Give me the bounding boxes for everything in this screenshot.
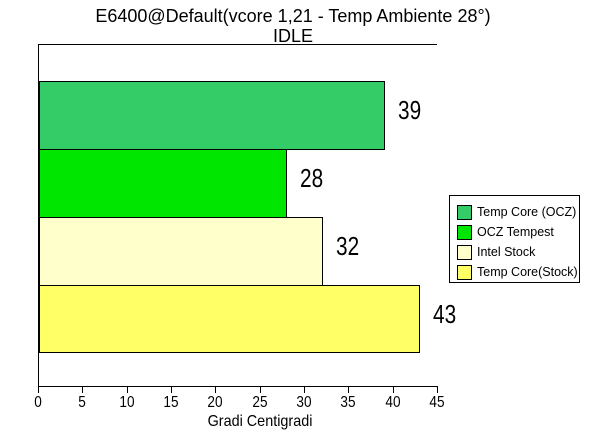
value-label-temp-core-ocz: 39 <box>398 95 422 125</box>
legend-label-intel-stock: Intel Stock <box>477 245 536 259</box>
value-label-ocz-tempest: 28 <box>300 163 324 193</box>
legend-swatch-intel-stock <box>457 244 472 260</box>
x-axis-tick <box>38 387 39 393</box>
bar-ocz-tempest <box>39 149 287 218</box>
legend-label-ocz-tempest: OCZ Tempest <box>477 225 554 239</box>
x-axis-tick <box>304 387 305 393</box>
x-axis-tick-label: 0 <box>34 394 42 411</box>
bar-temp-core-stock <box>39 285 420 353</box>
x-axis-tick <box>348 387 349 393</box>
x-axis-tick-label: 30 <box>296 394 312 411</box>
legend-entry-temp-core-stock: Temp Core(Stock) <box>450 262 579 282</box>
y-axis-line <box>38 44 39 386</box>
x-axis-tick <box>437 387 438 393</box>
x-axis-tick-label: 10 <box>119 394 135 411</box>
x-axis-tick-label: 35 <box>340 394 356 411</box>
bar-temp-core-ocz <box>39 81 385 150</box>
legend-entry-intel-stock: Intel Stock <box>450 242 579 262</box>
x-axis-tick-label: 15 <box>163 394 179 411</box>
value-label-intel-stock: 32 <box>336 231 360 261</box>
value-label-temp-core-stock: 43 <box>433 299 457 329</box>
chart-subtitle: IDLE <box>272 26 314 46</box>
x-axis-tick <box>260 387 261 393</box>
x-axis-tick <box>215 387 216 393</box>
plot-area-top-border <box>38 44 437 45</box>
legend: Temp Core (OCZ) OCZ Tempest Intel Stock Tem… <box>449 195 580 283</box>
x-axis-tick-label: 25 <box>252 394 268 411</box>
legend-entry-temp-core-ocz: Temp Core (OCZ) <box>450 202 579 222</box>
x-axis-tick-label: 5 <box>78 394 86 411</box>
legend-swatch-ocz-tempest <box>457 224 472 240</box>
legend-label-temp-core-ocz: Temp Core (OCZ) <box>477 205 577 219</box>
legend-entry-ocz-tempest: OCZ Tempest <box>450 222 579 242</box>
x-axis-tick <box>82 387 83 393</box>
legend-swatch-temp-core-stock <box>457 264 472 280</box>
x-axis-tick <box>127 387 128 393</box>
legend-label-temp-core-stock: Temp Core(Stock) <box>477 265 578 279</box>
x-axis-line <box>38 386 438 387</box>
bar-intel-stock <box>39 217 323 286</box>
legend-swatch-temp-core-ocz <box>457 204 472 220</box>
x-axis-tick <box>393 387 394 393</box>
x-axis-tick-label: 20 <box>207 394 223 411</box>
x-axis-title: Gradi Centigradi <box>207 413 313 430</box>
chart-title: E6400@Default(vcore 1,21 - Temp Ambiente… <box>95 6 491 26</box>
x-axis-tick-label: 45 <box>429 394 445 411</box>
x-axis-tick <box>171 387 172 393</box>
x-axis-tick-label: 40 <box>385 394 401 411</box>
